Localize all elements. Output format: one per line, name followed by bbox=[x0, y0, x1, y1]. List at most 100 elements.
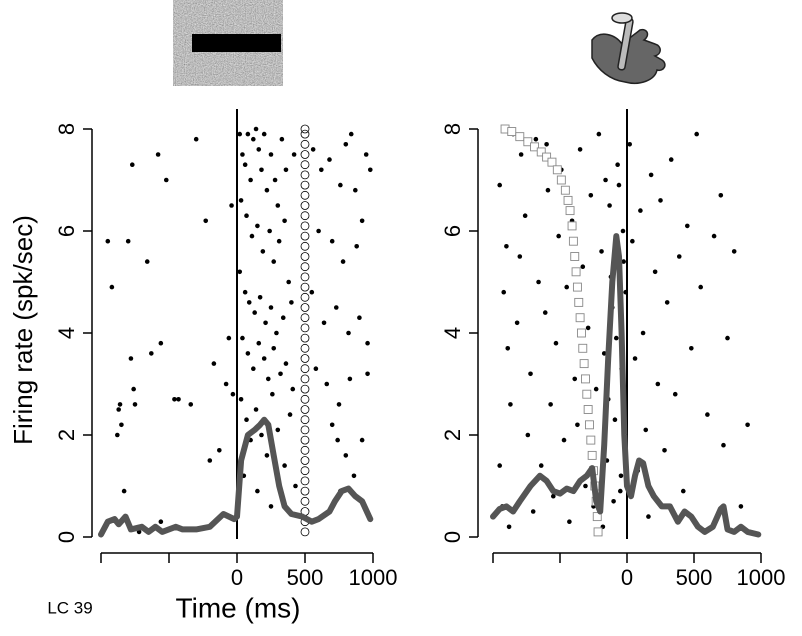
spike bbox=[497, 463, 503, 468]
spike bbox=[725, 335, 730, 341]
y-tick-label: 6 bbox=[54, 225, 79, 237]
spike bbox=[276, 238, 282, 244]
spike bbox=[268, 504, 274, 509]
spike bbox=[618, 488, 623, 494]
spike bbox=[259, 167, 264, 173]
event-marker bbox=[563, 195, 573, 205]
y-tick-label: 8 bbox=[54, 123, 79, 135]
x-tick-label: 1000 bbox=[349, 565, 398, 590]
spike bbox=[711, 233, 717, 239]
spike bbox=[655, 381, 661, 387]
spike bbox=[274, 330, 279, 336]
event-marker bbox=[582, 389, 592, 399]
spike bbox=[280, 315, 286, 321]
spike bbox=[310, 147, 316, 152]
spike bbox=[251, 136, 256, 142]
spike bbox=[261, 356, 267, 361]
spike bbox=[193, 136, 199, 142]
spike bbox=[336, 402, 342, 407]
spike bbox=[705, 412, 710, 417]
event-marker bbox=[575, 313, 585, 323]
event-marker bbox=[300, 354, 310, 363]
spike bbox=[545, 187, 551, 193]
spike bbox=[223, 381, 229, 387]
event-marker bbox=[300, 445, 310, 455]
spike bbox=[335, 437, 340, 443]
spike bbox=[676, 254, 682, 259]
event-marker bbox=[300, 160, 310, 170]
spike bbox=[556, 233, 561, 239]
spike bbox=[246, 300, 252, 305]
event-marker bbox=[300, 129, 310, 139]
event-marker bbox=[300, 190, 310, 200]
spike bbox=[567, 519, 572, 524]
spike bbox=[658, 198, 663, 203]
event-marker bbox=[583, 405, 593, 414]
spike bbox=[163, 177, 169, 183]
spike bbox=[536, 279, 541, 285]
spike bbox=[365, 371, 370, 377]
spike bbox=[217, 448, 222, 453]
event-marker bbox=[300, 364, 310, 374]
spike bbox=[357, 315, 362, 321]
event-marker bbox=[300, 150, 310, 159]
spike bbox=[279, 136, 285, 142]
spike bbox=[128, 356, 134, 361]
spike bbox=[271, 259, 277, 264]
event-marker bbox=[300, 333, 310, 343]
spike bbox=[264, 187, 270, 193]
event-marker bbox=[536, 147, 546, 157]
spike bbox=[264, 453, 270, 458]
spike bbox=[343, 453, 349, 458]
event-marker bbox=[579, 359, 589, 369]
spike bbox=[109, 284, 115, 290]
spike bbox=[257, 295, 263, 300]
spike bbox=[158, 519, 164, 524]
spike bbox=[282, 218, 287, 224]
spike bbox=[207, 458, 213, 463]
spike bbox=[672, 391, 678, 397]
event-marker bbox=[300, 313, 310, 323]
spike bbox=[528, 371, 533, 377]
event-marker bbox=[507, 127, 517, 137]
spike bbox=[346, 330, 351, 336]
event-marker bbox=[300, 252, 310, 261]
psth-line bbox=[490, 233, 762, 538]
spike bbox=[249, 233, 255, 239]
spike bbox=[340, 259, 346, 264]
event-marker bbox=[300, 201, 310, 210]
spike bbox=[577, 147, 583, 152]
event-marker bbox=[300, 221, 310, 231]
spike bbox=[268, 305, 274, 310]
spike bbox=[245, 351, 251, 356]
event-marker bbox=[300, 170, 310, 180]
y-axis-title: Firing rate (spk/sec) bbox=[8, 215, 38, 445]
spike bbox=[255, 488, 260, 494]
spike bbox=[267, 228, 272, 234]
spike bbox=[121, 488, 127, 494]
spike bbox=[646, 514, 651, 519]
spike bbox=[327, 157, 332, 162]
spike bbox=[293, 483, 298, 489]
spike bbox=[718, 193, 724, 198]
spike bbox=[359, 218, 365, 224]
spike bbox=[253, 126, 259, 132]
y-tick-label: 2 bbox=[440, 429, 465, 441]
spike bbox=[544, 142, 549, 147]
spike bbox=[367, 167, 373, 173]
spike bbox=[316, 228, 321, 234]
event-marker bbox=[515, 132, 525, 142]
spike bbox=[278, 371, 283, 377]
event-marker bbox=[547, 157, 557, 167]
y-tick-label: 4 bbox=[54, 327, 79, 339]
spike bbox=[353, 187, 358, 193]
event-marker bbox=[300, 425, 310, 435]
spike bbox=[612, 417, 618, 423]
stimulus-icon bbox=[173, 0, 283, 86]
spike bbox=[144, 259, 150, 264]
spike bbox=[255, 223, 260, 229]
y-tick-label: 0 bbox=[440, 531, 465, 543]
spike bbox=[230, 391, 236, 397]
spike bbox=[132, 402, 138, 407]
spike bbox=[119, 422, 124, 428]
